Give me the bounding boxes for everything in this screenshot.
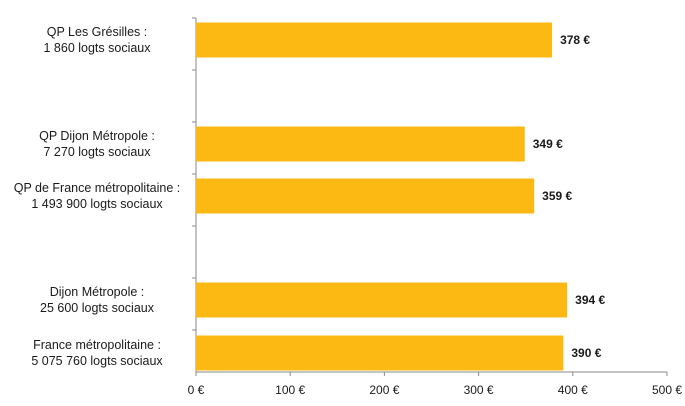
bar (196, 335, 564, 371)
category-label: QP Les Grésilles :1 860 logts sociaux (43, 25, 151, 55)
category-label: QP Dijon Métropole :7 270 logts sociaux (39, 129, 155, 159)
bar-value-label: 394 € (575, 293, 605, 307)
bar-value-label: 378 € (560, 33, 590, 47)
bar (196, 22, 553, 58)
x-tick-label: 300 € (464, 383, 494, 397)
bar (196, 126, 525, 162)
bar (196, 282, 568, 318)
category-label: QP de France métropolitaine :1 493 900 l… (14, 181, 181, 211)
category-label: France métropolitaine :5 075 760 logts s… (31, 338, 163, 368)
x-tick-label: 400 € (558, 383, 588, 397)
bar-value-label: 349 € (533, 137, 563, 151)
category-label: Dijon Métropole :25 600 logts sociaux (40, 285, 155, 315)
x-tick-label: 0 € (188, 383, 205, 397)
x-tick-label: 500 € (652, 383, 682, 397)
x-tick-label: 200 € (369, 383, 399, 397)
bar-value-label: 390 € (571, 346, 601, 360)
bar-value-label: 359 € (542, 189, 572, 203)
bar (196, 178, 535, 214)
x-tick-label: 100 € (275, 383, 305, 397)
